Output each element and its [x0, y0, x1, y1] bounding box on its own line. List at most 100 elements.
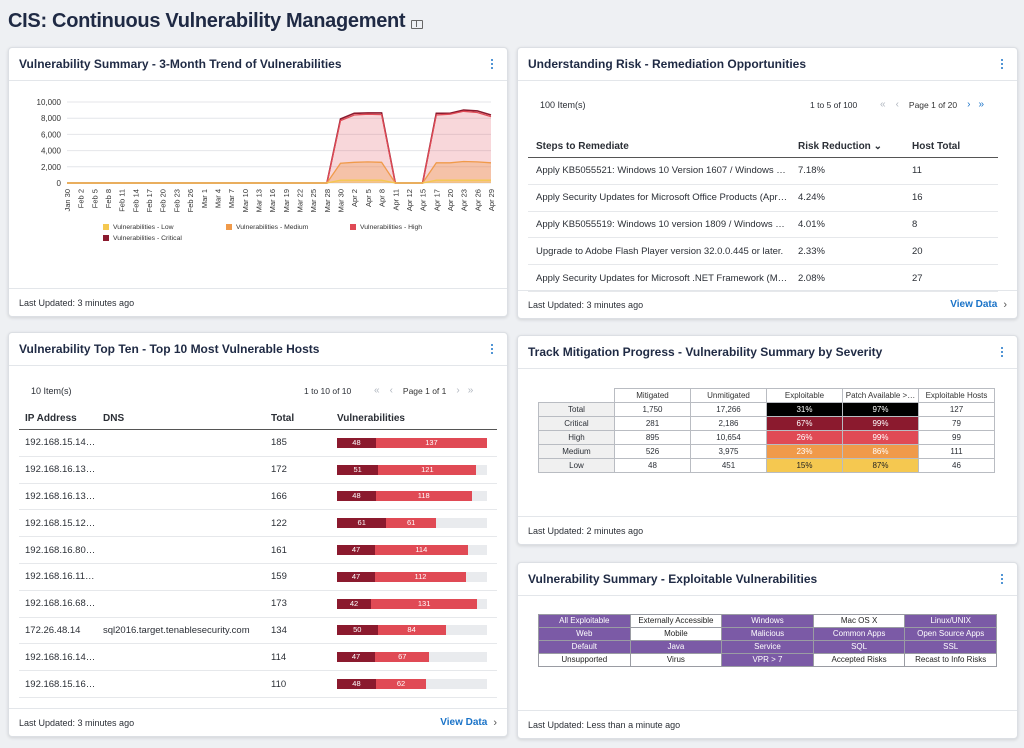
vuln-bar[interactable]: 51 121 [337, 464, 489, 475]
mitigated-cell[interactable]: 895 [614, 430, 691, 445]
next-page-icon[interactable]: › [967, 99, 971, 110]
bar-critical[interactable]: 48 [337, 437, 376, 448]
table-row[interactable]: 192.168.16.13… 166 48 118 [19, 484, 497, 511]
mitigated-cell[interactable]: 48 [614, 458, 691, 473]
table-row[interactable]: 172.26.48.14 sql2016.target.tenablesecuri… [19, 618, 497, 645]
col-dns[interactable]: DNS [103, 413, 125, 424]
bar-high[interactable]: 118 [375, 491, 472, 502]
series-line-0[interactable] [67, 179, 491, 184]
bar-critical[interactable]: 47 [337, 652, 376, 663]
table-row[interactable]: 192.168.16.11… 159 47 112 [19, 564, 497, 591]
unmitigated-cell[interactable]: 3,975 [690, 444, 767, 459]
filter-cell[interactable]: Accepted Risks [812, 652, 906, 667]
legend-label[interactable]: Vulnerabilities - Critical [113, 235, 182, 242]
filter-cell[interactable]: Open Source Apps [904, 626, 997, 641]
unmitigated-cell[interactable]: 2,186 [690, 416, 767, 431]
exploitable-hosts-cell[interactable]: 127 [918, 402, 995, 417]
table-row[interactable]: 192.168.16.13… 172 51 121 [19, 457, 497, 484]
exploitable-cell[interactable]: 26% [766, 430, 843, 445]
vuln-bar[interactable]: 47 67 [337, 652, 489, 663]
bar-high[interactable]: 62 [375, 679, 427, 690]
vuln-bar[interactable]: 42 131 [337, 598, 489, 609]
last-page-icon[interactable]: » [978, 99, 985, 110]
bar-critical[interactable]: 61 [337, 518, 387, 529]
filter-cell[interactable]: Recast to Info Risks [904, 652, 997, 667]
table-row[interactable]: 192.168.16.68… 173 42 131 [19, 591, 497, 618]
vuln-bar[interactable]: 50 84 [337, 625, 489, 636]
bar-critical[interactable]: 42 [337, 598, 372, 609]
filter-cell[interactable]: SQL [812, 639, 906, 654]
view-data-link[interactable]: View Data › [950, 298, 1007, 311]
exploitable-hosts-cell[interactable]: 111 [918, 444, 995, 459]
kebab-menu-icon[interactable] [997, 573, 1007, 585]
filter-cell[interactable]: Java [629, 639, 723, 654]
kebab-menu-icon[interactable] [487, 58, 497, 70]
vuln-bar[interactable]: 48 137 [337, 437, 489, 448]
unmitigated-cell[interactable]: 10,654 [690, 430, 767, 445]
table-row[interactable]: Apply Security Updates for Microsoft .NE… [528, 265, 998, 292]
exploitable-hosts-cell[interactable]: 46 [918, 458, 995, 473]
exploitable-hosts-cell[interactable]: 79 [918, 416, 995, 431]
vuln-bar[interactable]: 47 112 [337, 571, 489, 582]
table-row[interactable]: 192.168.15.14… 185 48 137 [19, 430, 497, 457]
col-host-total[interactable]: Host Total [912, 141, 961, 152]
patch-available-cell[interactable]: 97% [842, 402, 919, 417]
bar-high[interactable]: 121 [378, 464, 477, 475]
mitigated-cell[interactable]: 526 [614, 444, 691, 459]
filter-cell[interactable]: Mac OS X [812, 614, 906, 628]
filter-cell[interactable]: Service [721, 639, 814, 654]
patch-available-cell[interactable]: 99% [842, 430, 919, 445]
filter-cell[interactable]: SSL [904, 639, 997, 654]
mitigated-cell[interactable]: 281 [614, 416, 691, 431]
filter-cell[interactable]: VPR > 7 [721, 652, 814, 667]
bar-critical[interactable]: 48 [337, 679, 376, 690]
bar-critical[interactable]: 47 [337, 545, 376, 556]
prev-page-icon[interactable]: ‹ [389, 385, 393, 396]
book-icon[interactable] [411, 20, 424, 29]
last-page-icon[interactable]: » [467, 385, 474, 396]
bar-high[interactable]: 112 [375, 571, 466, 582]
vuln-bar[interactable]: 48 118 [337, 491, 489, 502]
patch-available-cell[interactable]: 99% [842, 416, 919, 431]
filter-cell[interactable]: All Exploitable [538, 614, 631, 628]
bar-critical[interactable]: 50 [337, 625, 378, 636]
filter-cell[interactable]: Mobile [629, 626, 723, 641]
filter-cell[interactable]: Web [538, 626, 631, 641]
bar-critical[interactable]: 48 [337, 491, 376, 502]
bar-high[interactable]: 114 [375, 545, 468, 556]
exploitable-cell[interactable]: 67% [766, 416, 843, 431]
table-row[interactable]: 192.168.16.80… 161 47 114 [19, 537, 497, 564]
legend-label[interactable]: Vulnerabilities - Medium [236, 224, 309, 231]
kebab-menu-icon[interactable] [997, 346, 1007, 358]
exploitable-cell[interactable]: 23% [766, 444, 843, 459]
filter-cell[interactable]: Default [538, 639, 631, 654]
view-data-link[interactable]: View Data › [440, 716, 497, 729]
exploitable-cell[interactable]: 15% [766, 458, 843, 473]
vuln-bar[interactable]: 48 62 [337, 679, 489, 690]
first-page-icon[interactable]: « [880, 99, 886, 110]
filter-cell[interactable]: Malicious [721, 626, 814, 641]
col-ip[interactable]: IP Address [25, 413, 77, 424]
patch-available-cell[interactable]: 87% [842, 458, 919, 473]
bar-high[interactable]: 137 [375, 437, 487, 448]
kebab-menu-icon[interactable] [487, 343, 497, 355]
legend-label[interactable]: Vulnerabilities - Low [113, 224, 174, 231]
mitigated-cell[interactable]: 1,750 [614, 402, 691, 417]
next-page-icon[interactable]: › [456, 385, 460, 396]
col-vulnerabilities[interactable]: Vulnerabilities [337, 413, 405, 424]
table-row[interactable]: Apply Security Updates for Microsoft Off… [528, 185, 998, 212]
table-row[interactable]: Apply KB5055521: Windows 10 Version 1607… [528, 158, 998, 185]
table-row[interactable]: Apply KB5055519: Windows 10 version 1809… [528, 212, 998, 239]
bar-critical[interactable]: 47 [337, 571, 376, 582]
col-risk-reduction[interactable]: Risk Reduction ⌄ [798, 141, 882, 152]
filter-cell[interactable]: Externally Accessible [629, 614, 723, 628]
filter-cell[interactable]: Virus [629, 652, 723, 667]
table-row[interactable]: 192.168.15.12… 122 61 61 [19, 510, 497, 538]
unmitigated-cell[interactable]: 17,266 [690, 402, 767, 417]
bar-high[interactable]: 67 [375, 652, 430, 663]
col-steps[interactable]: Steps to Remediate [536, 141, 629, 152]
table-row[interactable]: 192.168.15.16… 110 48 62 [19, 671, 497, 698]
table-row[interactable]: 192.168.16.14… 114 47 67 [19, 644, 497, 672]
sort-desc-icon[interactable]: ⌄ [873, 141, 882, 152]
vuln-bar[interactable]: 61 61 [337, 518, 489, 529]
